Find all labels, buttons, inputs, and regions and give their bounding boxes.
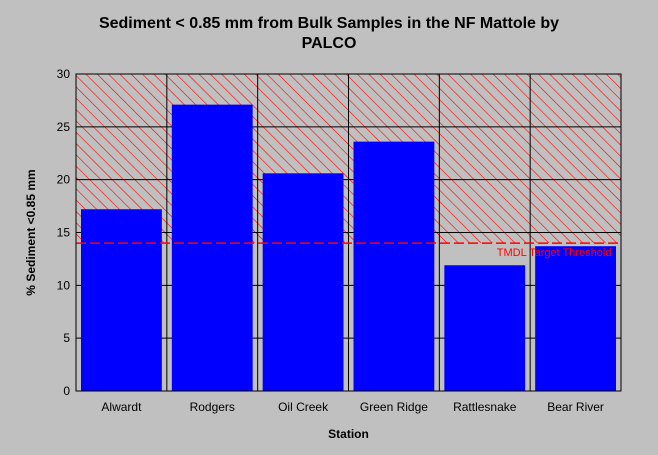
x-tick-label: Rattlesnake bbox=[453, 400, 517, 414]
y-tick-label: 25 bbox=[57, 120, 71, 134]
bar-bear-river bbox=[535, 246, 616, 391]
plot-frame bbox=[75, 73, 622, 392]
y-tick-label: 10 bbox=[57, 278, 71, 292]
x-tick-label: Rodgers bbox=[190, 400, 235, 414]
y-tick-label: 15 bbox=[57, 226, 71, 240]
y-tick-label: 20 bbox=[57, 173, 71, 187]
y-axis-label: % Sediment <0.85 mm bbox=[24, 169, 38, 295]
chart-title: Sediment < 0.85 mm from Bulk Samples in … bbox=[98, 15, 560, 32]
y-tick-label: 0 bbox=[63, 384, 70, 398]
x-tick-label: Alwardt bbox=[101, 400, 142, 414]
x-axis-label: Station bbox=[328, 427, 369, 441]
x-tick-label: Oil Creek bbox=[278, 400, 329, 414]
bar-alwardt bbox=[81, 209, 162, 391]
y-tick-label: 30 bbox=[57, 67, 71, 81]
y-tick-labels: 0 5 10 15 20 25 30 bbox=[57, 67, 71, 398]
y-tick-label: 5 bbox=[63, 331, 70, 345]
bar-rattlesnake bbox=[444, 265, 526, 391]
chart-title-line-2: PALCO bbox=[301, 35, 357, 52]
x-tick-labels: Alwardt Rodgers Oil Creek Green Ridge Rattle… bbox=[101, 400, 604, 414]
x-tick-label: Bear River bbox=[547, 400, 604, 414]
bars bbox=[81, 104, 616, 391]
threshold-label: TMDL Target Threshold bbox=[497, 247, 612, 259]
bar-oil-creek bbox=[262, 173, 344, 391]
x-tick-label: Green Ridge bbox=[360, 400, 428, 414]
bar-green-ridge bbox=[353, 141, 435, 391]
bar-rodgers bbox=[171, 104, 253, 391]
threshold-layer: TMDL Target Threshold bbox=[76, 242, 621, 259]
